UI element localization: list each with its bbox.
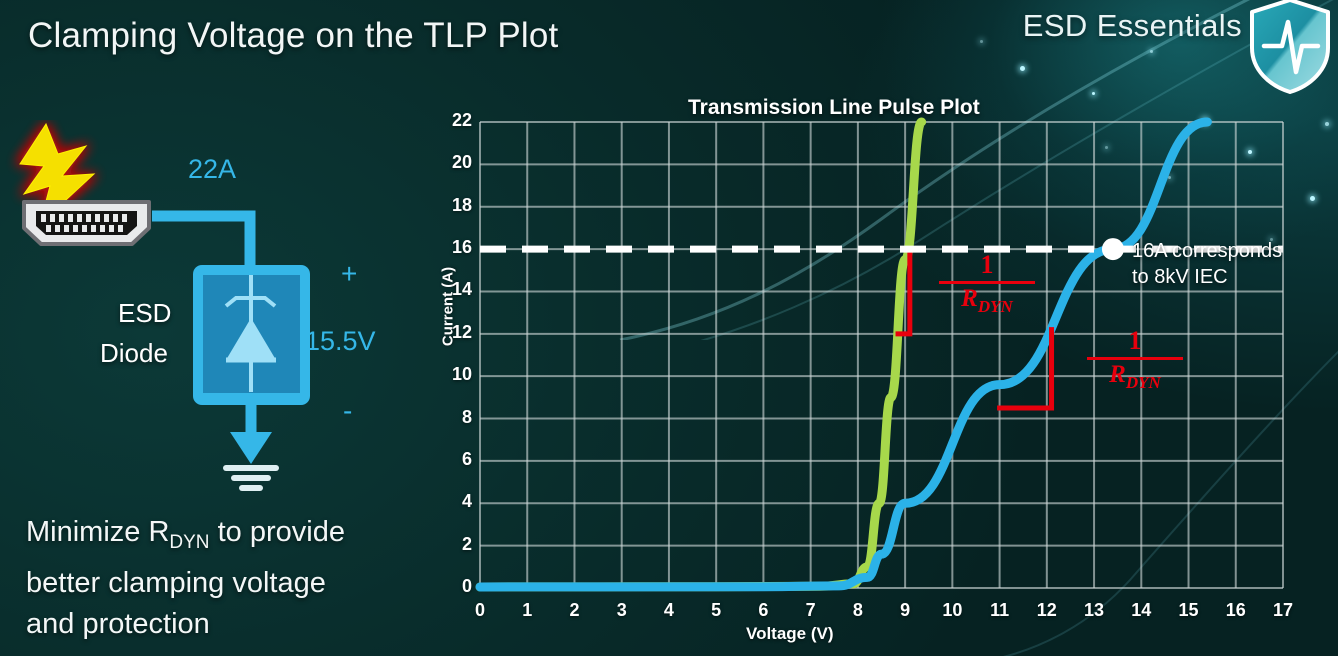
shield-pulse-icon <box>1250 0 1330 94</box>
chart-x-tick-label: 11 <box>990 600 1010 620</box>
chart-x-tick-label: 14 <box>1131 600 1152 620</box>
takeaway-line3: and protection <box>26 607 210 640</box>
chart-y-tick-label: 14 <box>451 279 472 300</box>
chart-x-tick-label: 8 <box>852 600 863 620</box>
slope-right-denominator: RDYN <box>1109 361 1161 392</box>
slope-left-fraction-bar <box>939 281 1035 284</box>
chart-x-axis-label: Voltage (V) <box>746 624 834 643</box>
polarity-plus-label: + <box>341 258 358 289</box>
chart-y-tick-label: 12 <box>451 321 472 342</box>
chart-x-tick-label: 5 <box>711 600 722 620</box>
chart-y-tick-label: 22 <box>451 110 472 130</box>
slope-callout-right: 1 RDYN <box>1087 326 1183 393</box>
slope-right-fraction-bar <box>1087 357 1183 360</box>
chart-y-tick-label: 8 <box>461 406 472 427</box>
takeaway-line1-post: to provide <box>209 516 345 548</box>
chart-x-tick-label: 17 <box>1272 600 1294 620</box>
chart-x-tick-label: 1 <box>522 600 533 620</box>
iec-callout-line1: 16A corresponds <box>1132 240 1283 262</box>
chart-x-tick-label: 4 <box>663 600 674 620</box>
chart-y-tick-label: 2 <box>461 533 472 554</box>
takeaway-note: Minimize RDYN to provide better clamping… <box>26 512 456 645</box>
bracket-green-curve <box>895 246 913 337</box>
chart-y-tick-label: 0 <box>461 576 472 596</box>
chart-x-tick-label: 13 <box>1084 600 1105 620</box>
chart-y-tick-label: 10 <box>451 364 472 385</box>
chart-x-tick-label: 0 <box>474 600 486 620</box>
slope-right-numerator: 1 <box>1128 326 1142 355</box>
chart-x-tick-label: 16 <box>1225 600 1246 620</box>
chart-plot-area <box>475 117 1284 592</box>
esd-protection-diagram: 22A 15.5V + - ESD Diode <box>0 120 420 500</box>
slope-callout-left: 1 RDYN <box>939 250 1035 317</box>
circuit-wiring <box>152 210 310 491</box>
component-label-line1: ESD <box>118 298 172 328</box>
chart-x-tick-label: 3 <box>616 600 627 620</box>
chart-y-tick-label: 16 <box>451 237 472 258</box>
bracket-blue-curve <box>997 327 1055 411</box>
chart-slope-brackets <box>895 246 1055 411</box>
brand-label: ESD Essentials <box>1022 8 1242 43</box>
chart-x-tick-label: 15 <box>1178 600 1199 620</box>
clamping-voltage-label: 15.5V <box>305 326 376 356</box>
surge-current-label: 22A <box>188 154 237 184</box>
tlp-chart: Transmission Line Pulse Plot Current (A)… <box>416 88 1338 656</box>
polarity-minus-label: - <box>343 395 353 426</box>
takeaway-line1-pre: Minimize R <box>26 516 170 548</box>
chart-y-tick-label: 18 <box>451 194 472 215</box>
chart-x-tick-label: 7 <box>805 600 816 620</box>
takeaway-line2: better clamping voltage <box>26 566 326 599</box>
slope-left-numerator: 1 <box>980 250 994 279</box>
chart-marker-point <box>1101 238 1124 261</box>
hdmi-connector-icon <box>22 200 151 246</box>
iec-callout: 16A corresponds to 8kV IEC <box>1132 238 1282 290</box>
chart-x-tick-label: 9 <box>900 600 911 620</box>
curve-low-Rdyn-device <box>475 117 927 592</box>
component-label-line2: Diode <box>100 338 168 368</box>
page-title: Clamping Voltage on the TLP Plot <box>28 16 559 55</box>
chart-x-tick-label: 12 <box>1036 600 1057 620</box>
iec-callout-line2: to 8kV IEC <box>1132 266 1228 288</box>
chart-x-tick-label: 10 <box>942 600 963 620</box>
chart-y-tick-label: 4 <box>461 491 472 512</box>
chart-y-tick-label: 6 <box>461 448 472 469</box>
chart-x-tick-label: 6 <box>758 600 769 620</box>
slope-left-denominator: RDYN <box>961 285 1013 316</box>
8kV-IEC-operating-point <box>1101 238 1124 261</box>
chart-y-tick-label: 20 <box>451 152 472 173</box>
chart-title: Transmission Line Pulse Plot <box>688 96 980 119</box>
chart-x-tick-label: 2 <box>569 600 580 620</box>
takeaway-line1-sub: DYN <box>169 531 210 553</box>
